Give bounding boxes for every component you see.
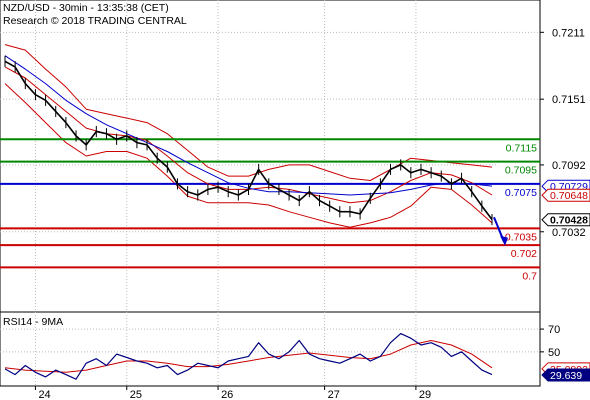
chart-subtitle: Research © 2018 TRADING CENTRAL bbox=[3, 15, 187, 27]
rsi-tick-label: 70 bbox=[548, 324, 560, 336]
bollinger-band-line bbox=[4, 44, 493, 181]
x-tick-label: 26 bbox=[221, 389, 233, 400]
rsi-badges: 35.089229.639 bbox=[541, 362, 590, 382]
bollinger-band-line bbox=[4, 83, 493, 228]
x-tick-label: 25 bbox=[130, 389, 142, 400]
price-series bbox=[4, 55, 493, 226]
level-label-bg bbox=[498, 163, 539, 176]
rsi-line bbox=[4, 333, 493, 380]
x-tick-label: 29 bbox=[419, 389, 431, 400]
price-gridlines bbox=[0, 0, 540, 312]
price-tick-label: 0.7151 bbox=[552, 94, 586, 106]
rsi-badge-label: 29.639 bbox=[550, 370, 582, 382]
chart-title: NZD/USD - 30min - 13:35:38 (CET) bbox=[3, 2, 169, 14]
rsi-badge-rsi_badge bbox=[541, 368, 590, 382]
price-tick-label: 0.7032 bbox=[552, 227, 586, 239]
price-badge-label: 0.70428 bbox=[550, 215, 588, 227]
level-label: 0.702 bbox=[511, 248, 537, 260]
rsi-series bbox=[4, 333, 493, 380]
level-label-bg bbox=[516, 269, 539, 282]
rsi-y-axis: 70 50 bbox=[540, 324, 560, 359]
level-label: 0.7035 bbox=[505, 231, 537, 243]
level-label: 0.7 bbox=[522, 270, 537, 282]
forecast-arrow-icon bbox=[493, 216, 508, 246]
level-label-bg bbox=[498, 185, 539, 198]
price-y-axis: 0.7211 0.7151 0.7092 0.7032 bbox=[540, 27, 586, 239]
x-axis: 24 25 26 27 29 bbox=[34, 386, 431, 400]
level-label: 0.7095 bbox=[505, 165, 537, 177]
price-badge-current_badge bbox=[541, 213, 590, 227]
rsi-panel: 70 50 35.089229.639 RSI14 - 9MA bbox=[0, 311, 590, 387]
level-label-bg bbox=[504, 247, 539, 260]
price-tick-label: 0.7211 bbox=[552, 27, 585, 39]
price-badge-label: 0.70648 bbox=[550, 190, 588, 202]
rsi-gridlines bbox=[0, 312, 540, 386]
level-label-bg bbox=[498, 141, 539, 154]
level-label-bg bbox=[498, 230, 539, 243]
level-label: 0.7075 bbox=[505, 187, 537, 199]
rsi-tick-label: 50 bbox=[548, 347, 560, 359]
price-badge-ma_badge bbox=[541, 188, 590, 202]
bollinger-bands bbox=[4, 44, 493, 228]
level-label: 0.7115 bbox=[506, 142, 537, 154]
rsi-moving-average-line bbox=[4, 340, 493, 373]
rsi-label: RSI14 - 9MA bbox=[3, 316, 63, 328]
forecast-arrow-head bbox=[500, 235, 508, 246]
price-tick-label: 0.7092 bbox=[552, 160, 586, 172]
x-tick-label: 27 bbox=[328, 389, 340, 400]
x-tick-label: 24 bbox=[38, 389, 50, 400]
rsi-panel-frame bbox=[0, 311, 541, 387]
